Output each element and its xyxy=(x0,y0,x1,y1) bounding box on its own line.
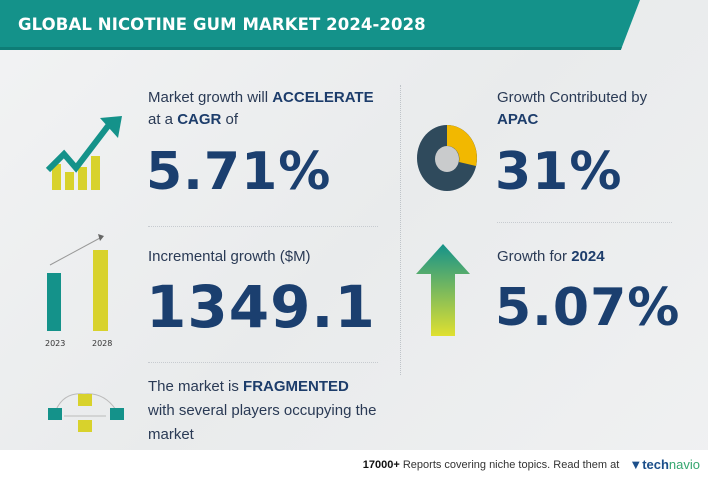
bar-year-label: 2028 xyxy=(92,339,113,348)
divider xyxy=(497,222,672,223)
trend-chart-icon xyxy=(45,116,122,190)
region-value: 31% xyxy=(495,142,623,202)
footer-bar: 17000+ Reports covering niche topics. Re… xyxy=(363,456,700,474)
cagr-value: 5.71% xyxy=(146,142,332,202)
donut-chart-icon xyxy=(417,125,477,191)
footer xyxy=(0,450,708,493)
fragmented-label-line2: with several players occupying the xyxy=(148,402,377,419)
header-band xyxy=(0,0,640,50)
bar-year-label: 2023 xyxy=(45,339,66,348)
page-title: GLOBAL NICOTINE GUM MARKET 2024-2028 xyxy=(18,15,426,34)
cagr-label-line2: at a CAGR of xyxy=(148,111,239,128)
divider xyxy=(148,226,378,227)
yoy-label: Growth for 2024 xyxy=(497,248,605,265)
region-name: APAC xyxy=(497,111,539,128)
up-arrow-icon xyxy=(416,244,470,336)
incremental-value: 1349.1 xyxy=(146,273,376,341)
footer-text: 17000+ Reports covering niche topics. Re… xyxy=(362,459,620,471)
yoy-value: 5.07% xyxy=(495,278,681,338)
players-network-icon xyxy=(48,393,124,432)
cagr-label-line1: Market growth will ACCELERATE xyxy=(148,89,374,106)
region-label: Growth Contributed by xyxy=(497,89,648,106)
fragmented-label-line1: The market is FRAGMENTED xyxy=(148,378,349,395)
incremental-label: Incremental growth ($M) xyxy=(148,248,311,265)
vertical-divider xyxy=(400,85,401,375)
divider xyxy=(148,362,378,363)
fragmented-label-line3: market xyxy=(148,426,194,443)
bar-comparison-icon xyxy=(47,234,108,331)
technavio-logo[interactable]: ▼technavio xyxy=(629,457,700,472)
